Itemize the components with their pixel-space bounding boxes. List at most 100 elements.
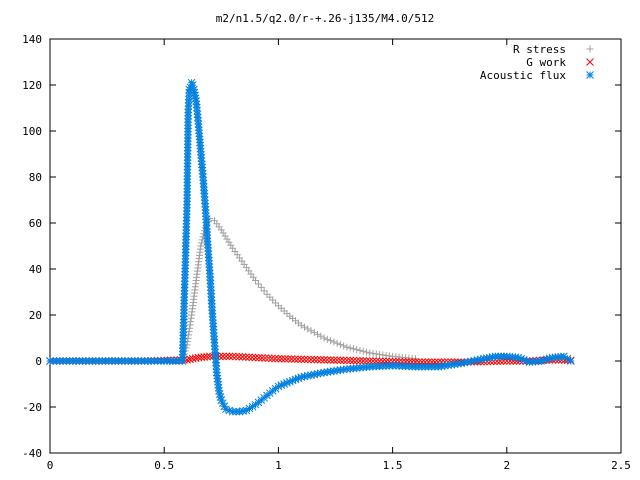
data-point xyxy=(352,356,361,365)
data-point xyxy=(187,314,195,322)
x-tick-label: 2.5 xyxy=(611,459,631,472)
data-point xyxy=(261,354,270,362)
data-point xyxy=(232,352,240,361)
data-point xyxy=(346,344,354,352)
chart-title: m2/n1.5/q2.0/r-+.26-j135/M4.0/512 xyxy=(216,12,435,25)
data-point xyxy=(294,355,302,364)
y-tick-label: 20 xyxy=(29,309,42,322)
data-point xyxy=(241,353,250,361)
data-point xyxy=(310,355,319,364)
data-point xyxy=(269,296,277,304)
data-point xyxy=(225,352,234,361)
data-point xyxy=(219,352,227,361)
data-point xyxy=(336,356,345,365)
data-point xyxy=(221,232,229,240)
data-point xyxy=(333,356,341,365)
data-point xyxy=(258,354,266,362)
data-point xyxy=(297,355,306,364)
data-point xyxy=(316,355,325,364)
data-point xyxy=(238,353,247,361)
data-point xyxy=(566,357,575,365)
x-tick-label: 0.5 xyxy=(154,459,174,472)
data-point xyxy=(257,283,265,291)
data-point xyxy=(330,338,338,346)
y-tick-label: 60 xyxy=(29,217,42,230)
data-point xyxy=(290,355,299,363)
y-tick-label: 100 xyxy=(22,125,42,138)
data-point xyxy=(307,355,315,364)
data-point xyxy=(227,241,235,249)
data-point xyxy=(254,353,263,362)
legend-label: R stress xyxy=(513,43,566,56)
data-point xyxy=(225,238,233,246)
data-point xyxy=(362,357,371,365)
data-point xyxy=(349,345,357,353)
data-point xyxy=(356,346,364,354)
data-point xyxy=(198,239,206,247)
data-point xyxy=(186,321,194,329)
y-tick-label: 120 xyxy=(22,79,42,92)
y-tick-label: 0 xyxy=(35,355,42,368)
y-tick-label: -40 xyxy=(22,447,42,460)
data-point xyxy=(343,356,351,365)
data-point xyxy=(228,352,237,361)
data-point xyxy=(263,290,271,298)
data-point xyxy=(365,357,374,365)
data-point xyxy=(266,293,274,301)
data-point xyxy=(287,355,296,363)
x-tick-label: 1 xyxy=(275,459,282,472)
data-point xyxy=(540,356,548,364)
data-point xyxy=(223,235,231,243)
data-point xyxy=(300,355,309,364)
data-point xyxy=(314,330,322,338)
data-point xyxy=(254,280,262,288)
data-point xyxy=(281,355,289,363)
legend-label: Acoustic flux xyxy=(480,69,566,82)
data-point xyxy=(362,348,370,356)
x-tick-label: 2 xyxy=(503,459,510,472)
data-point xyxy=(268,354,276,363)
y-tick-label: 80 xyxy=(29,171,42,184)
data-point xyxy=(310,329,318,337)
data-point xyxy=(271,354,279,363)
y-tick-label: -20 xyxy=(22,401,42,414)
data-point xyxy=(185,328,193,336)
data-point xyxy=(320,355,328,364)
data-point xyxy=(186,324,194,332)
data-point xyxy=(323,356,332,364)
data-point xyxy=(307,327,315,335)
data-point xyxy=(330,356,338,364)
data-point xyxy=(470,356,479,365)
data-point xyxy=(326,356,335,364)
data-point xyxy=(274,354,283,363)
data-point xyxy=(260,287,268,295)
data-point xyxy=(264,354,273,363)
series-r-stress xyxy=(46,214,419,365)
data-point xyxy=(245,353,253,362)
data-point xyxy=(187,318,195,326)
data-point xyxy=(197,242,205,250)
data-point xyxy=(272,299,280,307)
legend-marker xyxy=(586,58,594,66)
data-point xyxy=(353,346,361,354)
data-point xyxy=(313,355,322,364)
x-tick-label: 1.5 xyxy=(383,459,403,472)
data-point xyxy=(235,352,244,361)
data-point xyxy=(369,357,377,365)
x-tick-label: 0 xyxy=(47,459,54,472)
data-point xyxy=(252,277,260,284)
legend-marker xyxy=(586,45,594,53)
data-point xyxy=(203,352,211,361)
data-point xyxy=(359,347,367,355)
data-point xyxy=(336,341,344,349)
data-point xyxy=(251,353,260,362)
data-point xyxy=(304,325,312,333)
plot-frame xyxy=(49,38,622,454)
data-point xyxy=(356,356,364,365)
data-point xyxy=(359,356,368,365)
legend-marker xyxy=(586,71,594,79)
data-point xyxy=(198,236,206,244)
data-point xyxy=(303,355,312,364)
data-point xyxy=(222,352,231,361)
